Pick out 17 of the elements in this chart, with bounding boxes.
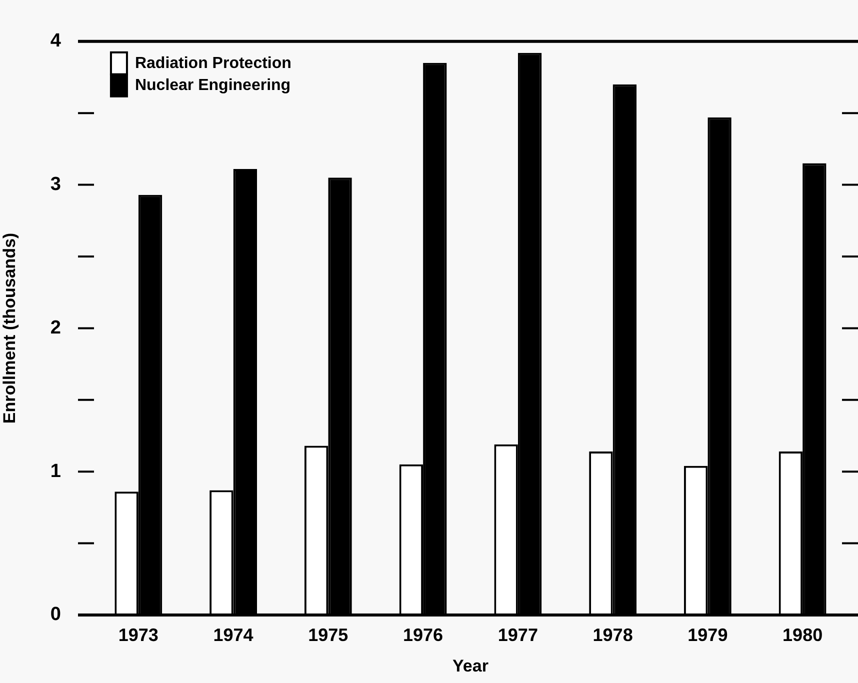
x-tick-label: 1978 xyxy=(592,624,633,645)
x-tick-label: 1980 xyxy=(782,624,823,645)
x-tick-label: 1975 xyxy=(308,624,348,645)
x-tick-label: 1974 xyxy=(213,624,254,645)
y-tick-label: 3 xyxy=(50,174,61,196)
y-axis-title: Enrollment (thousands) xyxy=(0,232,19,424)
x-tick-label: 1976 xyxy=(403,624,444,645)
legend-label: Nuclear Engineering xyxy=(134,76,291,94)
x-tick-label: 1973 xyxy=(118,624,158,645)
x-tick-label: 1979 xyxy=(688,624,728,645)
y-tick-label: 0 xyxy=(50,604,61,626)
y-tick-label: 4 xyxy=(50,30,62,52)
y-tick-label: 1 xyxy=(50,460,62,482)
x-axis-title: Year xyxy=(452,656,489,676)
x-tick-label: 1977 xyxy=(498,624,538,645)
y-tick-label: 2 xyxy=(50,317,61,338)
legend-label: Radiation Protection xyxy=(134,54,292,72)
